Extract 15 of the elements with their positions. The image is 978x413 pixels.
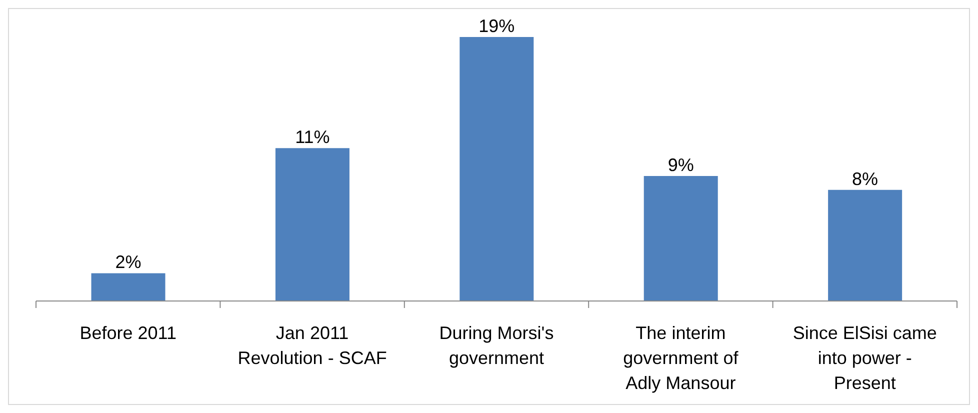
x-tick-label: Jan 2011 Revolution - SCAF xyxy=(238,323,387,368)
bar xyxy=(275,148,350,301)
x-tick-label: Since ElSisi came into power - Present xyxy=(792,323,937,393)
data-label: 11% xyxy=(295,127,330,148)
x-tick-label: During Morsi's government xyxy=(439,323,554,368)
x-tick-label: Before 2011 xyxy=(80,323,176,343)
data-label: 8% xyxy=(852,168,878,189)
bar xyxy=(828,190,902,301)
data-label: 19% xyxy=(478,16,515,36)
x-tick-label: The interim government of Adly Mansour xyxy=(623,323,740,393)
bar xyxy=(91,273,166,301)
data-label: 2% xyxy=(115,252,142,272)
bar xyxy=(644,176,718,301)
data-label: 9% xyxy=(668,154,694,175)
bar xyxy=(460,37,534,301)
